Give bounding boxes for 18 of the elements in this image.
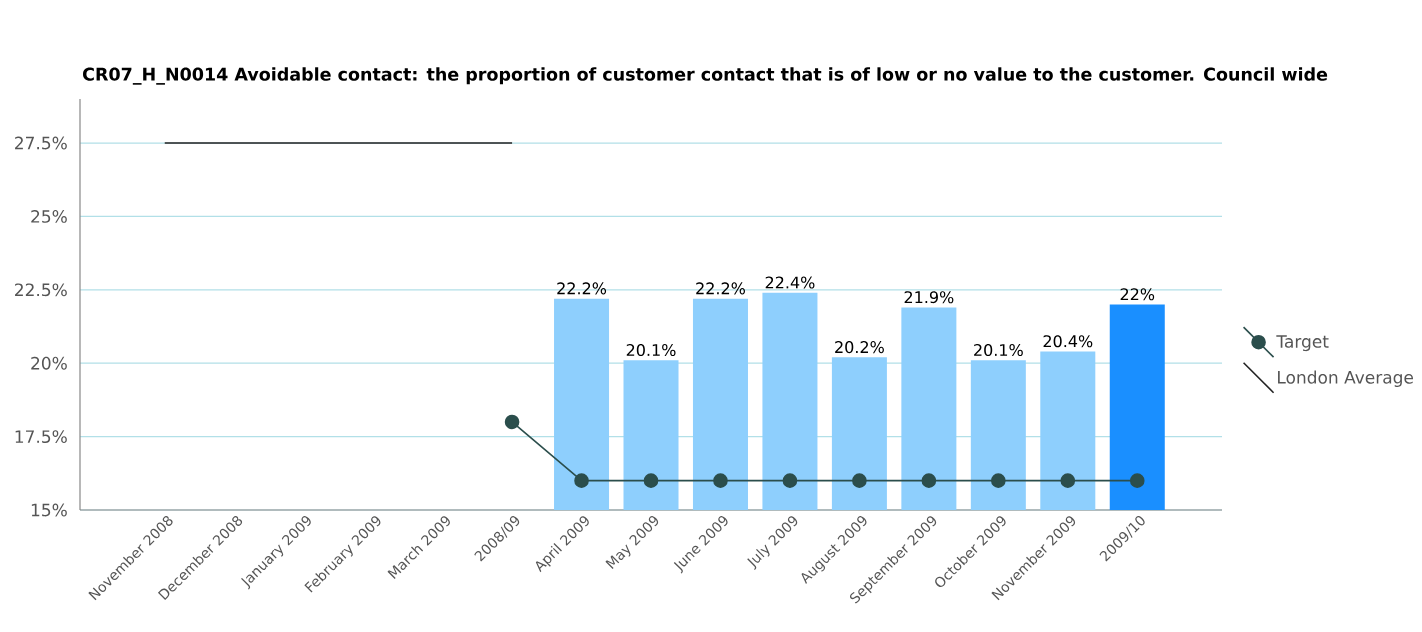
y-tick-label: 20% xyxy=(31,356,67,370)
y-tick-label: 17.5% xyxy=(15,430,67,444)
y-tick-label: 27.5% xyxy=(15,136,67,150)
legend-label: Target xyxy=(1276,335,1329,352)
y-tick-label: 25% xyxy=(31,209,67,223)
data-label: 20.2% xyxy=(835,341,884,354)
y-tick-label: 22.5% xyxy=(15,283,67,297)
data-label: 22.2% xyxy=(557,282,607,295)
data-label: 20.1% xyxy=(974,343,1023,357)
data-label: 22.2% xyxy=(696,282,745,295)
chart-title: CR07_H_N0014 Avoidable contact: the proportion of customer contact that is of low or no value to the customer. Council wide xyxy=(83,67,1328,85)
legend-label: London Average xyxy=(1278,370,1413,388)
data-label: 22.4% xyxy=(765,276,815,289)
data-label: 20.1% xyxy=(626,343,676,357)
data-label: 22% xyxy=(1120,288,1155,301)
data-label: 21.9% xyxy=(904,291,954,304)
y-tick-label: 15% xyxy=(31,503,67,517)
data-label: 20.4% xyxy=(1043,335,1093,348)
